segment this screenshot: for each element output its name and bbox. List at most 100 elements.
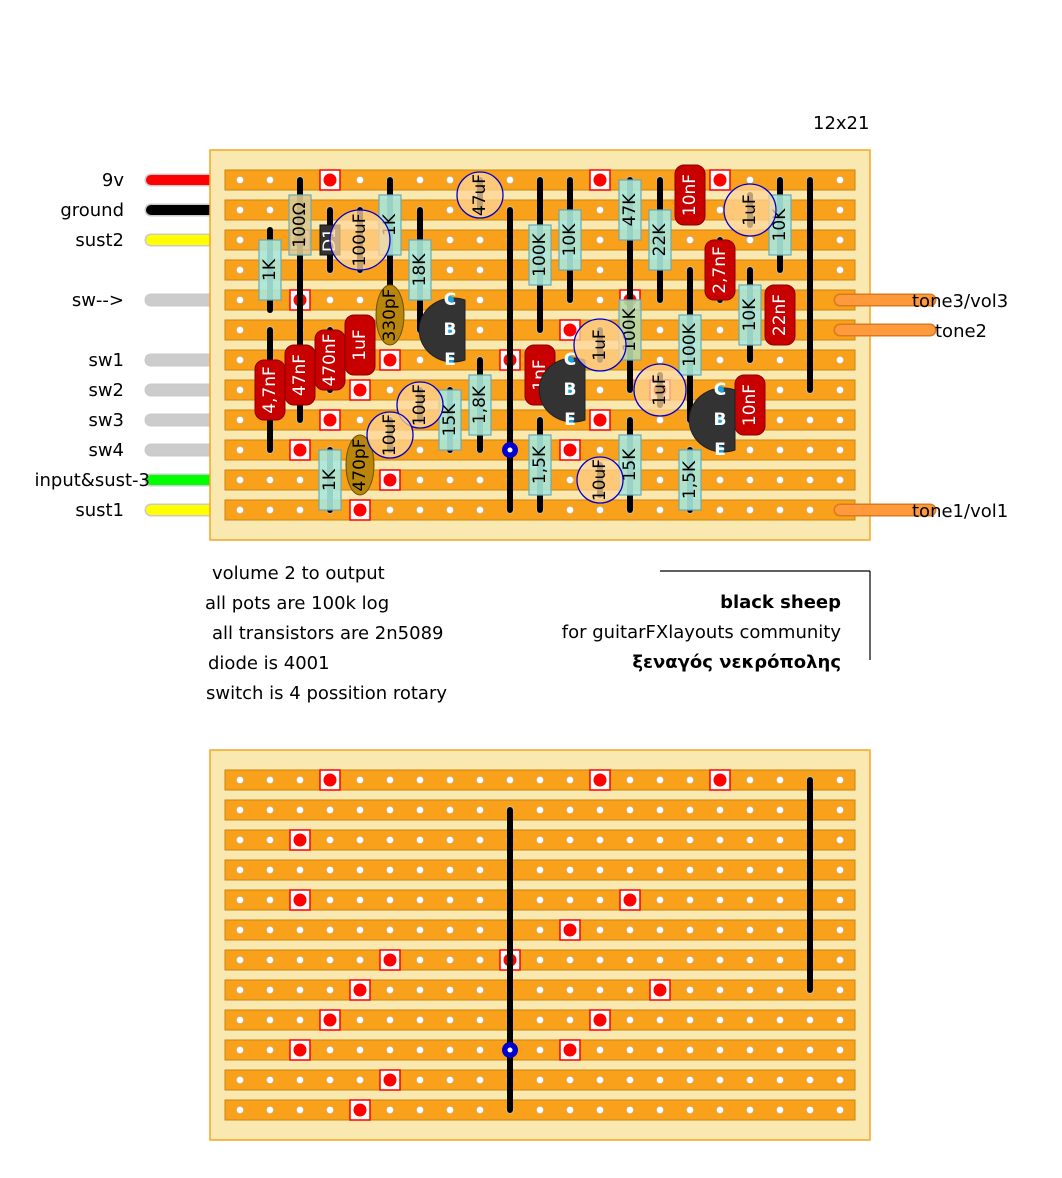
hole xyxy=(236,476,244,484)
hole xyxy=(296,956,304,964)
strip-cut-dot xyxy=(713,773,727,787)
hole xyxy=(566,836,574,844)
hole xyxy=(776,1046,784,1054)
hole xyxy=(356,926,364,934)
hole xyxy=(416,806,424,814)
resistor xyxy=(528,434,552,496)
component-label: 330pF xyxy=(380,288,400,341)
hole xyxy=(536,956,544,964)
hole xyxy=(806,416,814,424)
hole xyxy=(266,866,274,874)
hole xyxy=(266,896,274,904)
component-label: 1K xyxy=(320,468,340,491)
hole xyxy=(356,866,364,874)
hole xyxy=(626,776,634,784)
hole xyxy=(236,176,244,184)
hole xyxy=(836,836,844,844)
hole xyxy=(596,386,604,394)
build-note: diode is 4001 xyxy=(208,653,330,674)
electrolytic-capacitor xyxy=(366,411,414,459)
strip-cut-dot xyxy=(293,833,307,847)
resistor xyxy=(618,179,642,241)
hole xyxy=(446,836,454,844)
strip-cut-dot xyxy=(653,983,667,997)
hole xyxy=(656,416,664,424)
build-note: all pots are 100k log xyxy=(205,593,389,614)
wire-label: sw2 xyxy=(88,380,124,401)
hole xyxy=(266,926,274,934)
hole xyxy=(236,446,244,454)
hole xyxy=(656,1016,664,1024)
hole xyxy=(416,836,424,844)
hole xyxy=(506,176,514,184)
hole xyxy=(236,506,244,514)
hole xyxy=(446,476,454,484)
component-label: 100K xyxy=(680,322,700,366)
hole xyxy=(746,806,754,814)
transistor-pin-label-b: B xyxy=(714,410,727,430)
hole xyxy=(416,476,424,484)
strip-cut-dot xyxy=(563,443,577,457)
film-capacitor xyxy=(344,314,376,376)
hole xyxy=(836,266,844,274)
hole xyxy=(296,866,304,874)
component-label: 1uF xyxy=(350,329,370,360)
hole xyxy=(626,866,634,874)
hole xyxy=(536,806,544,814)
hole xyxy=(446,926,454,934)
hole xyxy=(656,356,664,364)
strip-cut-dot xyxy=(293,443,307,457)
component-label: 100K xyxy=(530,232,550,276)
hole xyxy=(296,926,304,934)
transistor-pin xyxy=(716,416,724,424)
component-label: 10nF xyxy=(740,384,760,426)
hole xyxy=(386,836,394,844)
hole xyxy=(656,1076,664,1084)
hole xyxy=(686,986,694,994)
wire-label: input&sust-3 xyxy=(34,470,150,491)
hole xyxy=(356,416,364,424)
hole xyxy=(596,236,604,244)
hole xyxy=(386,926,394,934)
project-author: ξεναγός νεκρόπολης xyxy=(632,652,841,673)
hole xyxy=(476,1076,484,1084)
hole xyxy=(836,386,844,394)
hole xyxy=(266,1076,274,1084)
hole xyxy=(236,296,244,304)
component-label: 1uF xyxy=(650,374,670,405)
hole xyxy=(776,1106,784,1114)
hole xyxy=(536,776,544,784)
hole xyxy=(566,476,574,484)
component-label: 1K xyxy=(260,258,280,281)
hole xyxy=(626,1106,634,1114)
component-label: 470pF xyxy=(350,438,370,491)
hole xyxy=(716,476,724,484)
transistor-pin xyxy=(566,356,574,364)
hole xyxy=(596,446,604,454)
transistor-pin-label-c: C xyxy=(444,290,456,310)
transistor-pin-label-e: E xyxy=(444,350,456,370)
hole xyxy=(626,1016,634,1024)
hole xyxy=(596,506,604,514)
hole xyxy=(746,236,754,244)
hole xyxy=(776,356,784,364)
hole xyxy=(596,956,604,964)
wire-label: sw4 xyxy=(88,440,124,461)
hole xyxy=(236,1106,244,1114)
wire-label: sw--> xyxy=(72,290,124,311)
hole xyxy=(416,506,424,514)
wire-label: sw1 xyxy=(88,350,124,371)
hole xyxy=(746,866,754,874)
hole xyxy=(746,446,754,454)
hole xyxy=(236,836,244,844)
wire-label: sust2 xyxy=(75,230,124,251)
hole xyxy=(806,1106,814,1114)
hole xyxy=(596,836,604,844)
hole xyxy=(476,476,484,484)
hole xyxy=(626,806,634,814)
hole xyxy=(476,806,484,814)
hole xyxy=(596,266,604,274)
hole xyxy=(686,236,694,244)
hole xyxy=(776,1076,784,1084)
strip-cut-dot xyxy=(563,323,577,337)
